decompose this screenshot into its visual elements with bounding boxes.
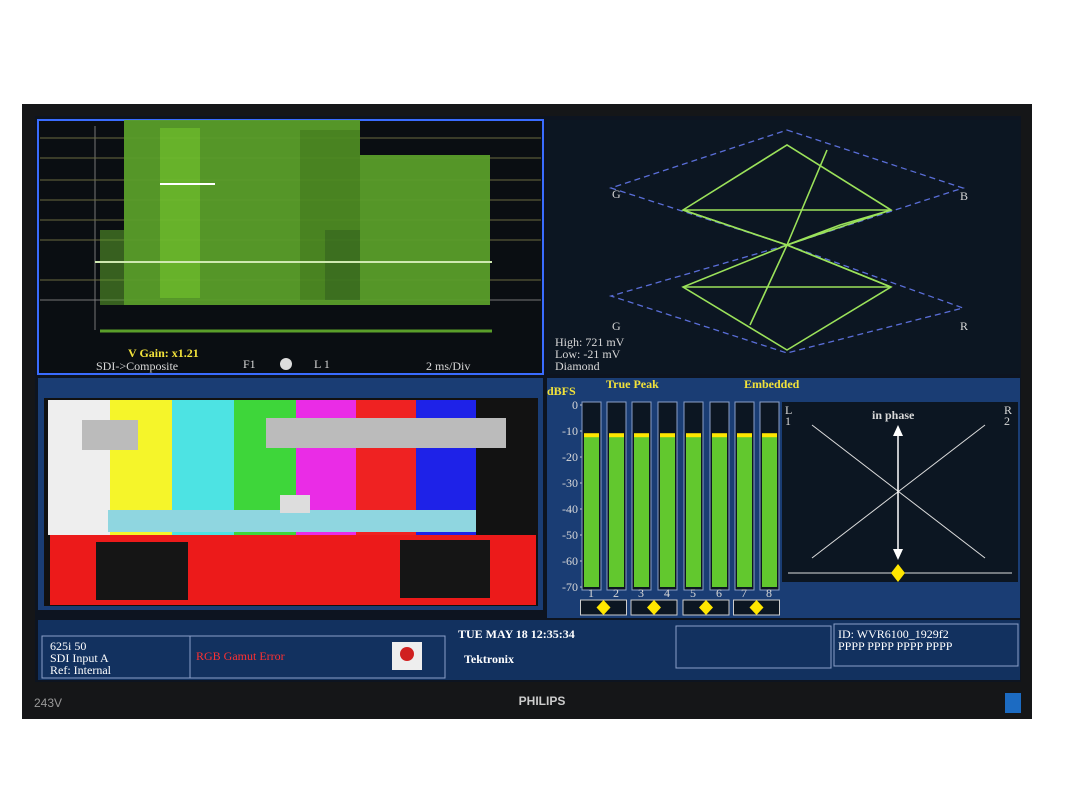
scale-label: -60	[562, 554, 578, 568]
scale-label: -50	[562, 528, 578, 542]
scale-label: 0	[572, 398, 578, 412]
audio-panel: dBFS True Peak Embedded 0 -10 -20 -30 -40 -50…	[547, 377, 1020, 618]
phase-left-channel: 1	[785, 414, 791, 428]
reference: Ref: Internal	[50, 663, 112, 677]
phase-marker	[891, 564, 905, 582]
axis-label: G	[612, 187, 621, 201]
alarm: RGB Gamut Error	[196, 649, 285, 663]
status-box	[833, 623, 1019, 667]
pair-marker	[699, 600, 713, 615]
field-icon	[280, 358, 292, 370]
pair-marker	[647, 600, 661, 615]
meter-level	[737, 436, 752, 587]
status-box	[675, 625, 832, 669]
waveform-panel: V Gain: x1.21 SDI->Composite F1 L 1 2 ms…	[37, 119, 544, 375]
channel-label: 3	[638, 586, 644, 600]
status-bar: 625i 50 SDI Input A Ref: Internal RGB Ga…	[38, 620, 1020, 680]
field-label: F1	[243, 357, 256, 371]
channel-label: 6	[716, 586, 722, 600]
mode-label: SDI->Composite	[96, 359, 178, 373]
channel-label: 8	[766, 586, 772, 600]
line-label: L 1	[314, 357, 330, 371]
channel-label: 5	[690, 586, 696, 600]
model-label: 243V	[34, 696, 62, 710]
alarm-icon	[400, 647, 414, 661]
scale-label: -40	[562, 502, 578, 516]
peak-hold	[634, 433, 649, 438]
axis-label: R	[960, 319, 968, 333]
phase-right-channel: 2	[1004, 414, 1010, 428]
pair-marker	[749, 600, 764, 615]
scale-label: -30	[562, 476, 578, 490]
sweep-label: 2 ms/Div	[426, 359, 470, 373]
meter-level	[712, 436, 727, 587]
unit-label: dBFS	[547, 384, 576, 398]
peak-hold	[762, 433, 777, 438]
meter-level	[686, 436, 701, 587]
vector-panel: G B G R High: 721 mV Low: -21 mV Diamond	[547, 120, 1020, 374]
vector-trace	[681, 144, 893, 351]
status-box	[189, 635, 446, 679]
axis-label: B	[960, 189, 968, 203]
phase-title: in phase	[872, 408, 915, 422]
input: SDI Input A	[50, 651, 109, 665]
meter-level	[584, 436, 599, 587]
meter-level	[609, 436, 624, 587]
mode-label: True Peak	[606, 377, 659, 391]
meter-level	[762, 436, 777, 587]
picture-panel	[38, 378, 543, 610]
channel-label: 1	[588, 586, 594, 600]
peak-hold	[737, 433, 752, 438]
scale-label: -20	[562, 450, 578, 464]
source-label: Embedded	[744, 377, 800, 391]
code: PPPP PPPP PPPP PPPP	[838, 639, 953, 653]
phase-right: R	[1004, 403, 1012, 417]
peak-hold	[660, 433, 675, 438]
pair-marker	[596, 600, 611, 615]
unit-id: ID: WVR6100_1929f2	[838, 627, 949, 641]
channel-label: 7	[741, 586, 747, 600]
peak-hold	[712, 433, 727, 438]
peak-hold	[686, 433, 701, 438]
peak-hold	[584, 433, 599, 438]
low-readout: Low: -21 mV	[555, 347, 621, 361]
monitor-brand: PHILIPS	[519, 694, 566, 708]
format: 625i 50	[50, 639, 86, 653]
energy-star	[1005, 693, 1021, 713]
meter-level	[634, 436, 649, 587]
channel-label: 2	[613, 586, 619, 600]
peak-hold	[609, 433, 624, 438]
axis-label: G	[612, 319, 621, 333]
status-frame	[38, 620, 1020, 680]
brand: Tektronix	[464, 652, 514, 666]
channel-label: 4	[664, 586, 670, 600]
display-mode: Diamond	[555, 359, 600, 373]
scale-label: -10	[562, 424, 578, 438]
gain-label: V Gain: x1.21	[128, 346, 199, 360]
phase-left: L	[785, 403, 792, 417]
meter-level	[660, 436, 675, 587]
waveform-trace	[100, 120, 490, 305]
meters: 0 -10 -20 -30 -40 -50 -60 -70 1 2 3 4 5 6 7 8	[562, 398, 780, 616]
high-readout: High: 721 mV	[555, 335, 625, 349]
datetime: TUE MAY 18 12:35:34	[458, 627, 575, 641]
scale-label: -70	[562, 580, 578, 594]
